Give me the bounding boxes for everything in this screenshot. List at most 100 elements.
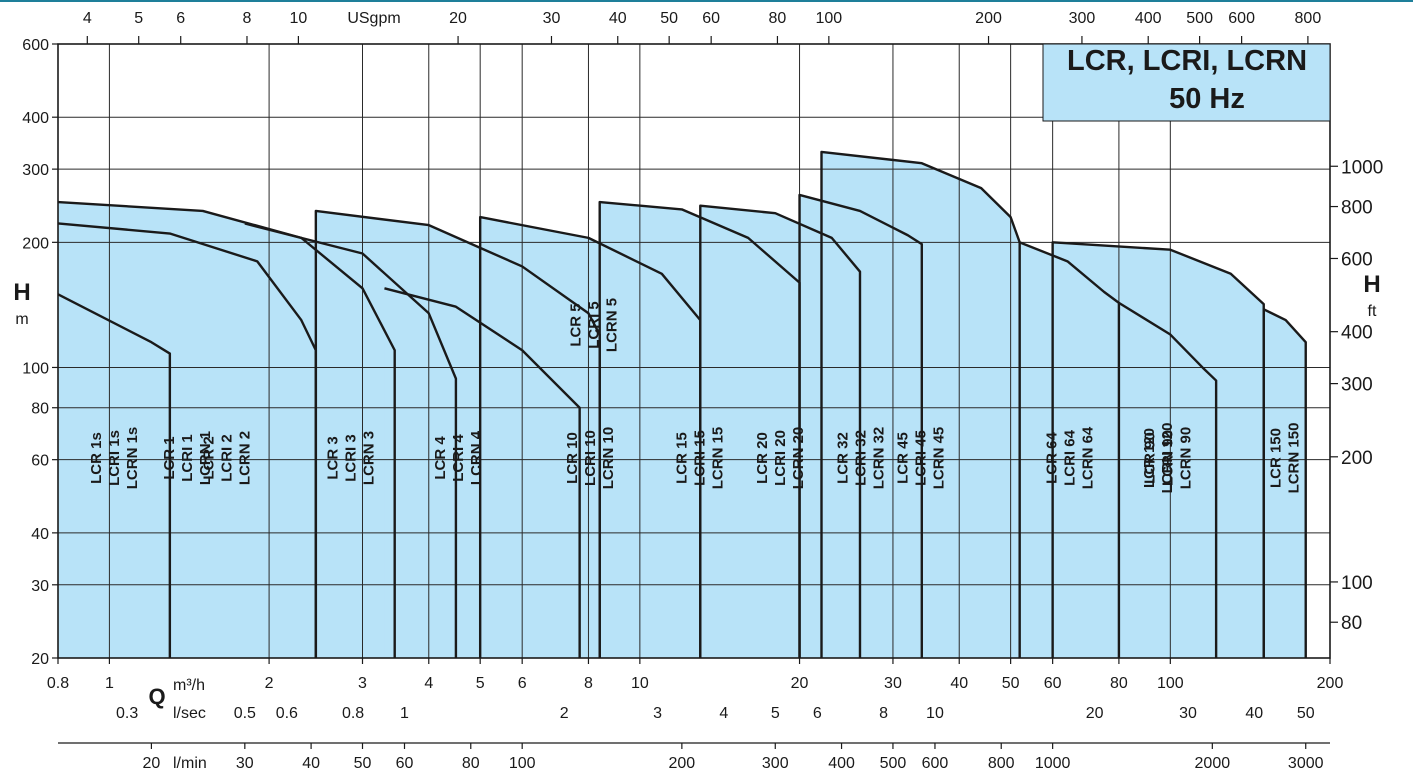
series-curve-10 <box>798 193 923 658</box>
series-curve-9 <box>699 204 862 658</box>
x-lsec-tick-label: 0.8 <box>342 705 364 722</box>
x-lsec-tick-label: 1 <box>400 705 409 722</box>
x-m3h-tick-label: 60 <box>1044 675 1062 692</box>
x-usgpm-tick-label: 10 <box>289 10 307 27</box>
series-7-label-1: LCR 10 <box>564 432 581 484</box>
series-4-label-3: LCRN 3 <box>360 431 377 485</box>
series-curve-13 <box>1118 301 1218 658</box>
series-13-label-3: LCRN 90 <box>1178 427 1195 490</box>
axis-ticks: 600 400 300 200 100 80 60 40 30 20 0.8 1 2 3 4 5 6 8 10 20 3… <box>22 10 1383 769</box>
series-15-label-2: LCRN 150 <box>1286 423 1303 494</box>
series-8-label-2: LCRI 15 <box>692 430 709 486</box>
x-usgpm-tick-label: 300 <box>1069 10 1096 27</box>
series-14-label-1: LCR 120 <box>1141 428 1158 488</box>
series-10-label-1: LCR 32 <box>835 432 852 484</box>
series-4-label-2: LCRI 3 <box>342 434 359 482</box>
x-m3h-tick-label: 200 <box>1317 675 1344 692</box>
x-lmin-tick-label: 300 <box>762 755 789 769</box>
series-2-label-3: LCRN 1 <box>197 431 214 485</box>
y-left-tick-label: 40 <box>31 526 49 543</box>
x-lsec-tick-label: 4 <box>719 705 728 722</box>
x-lmin-tick-label: 800 <box>988 755 1015 769</box>
y-left-tick-label: 300 <box>22 162 49 179</box>
series-2-label-1: LCR 1 <box>161 436 178 479</box>
series-11-label-2: LCRI 45 <box>913 430 930 486</box>
series-10-label-3: LCRN 32 <box>871 427 888 490</box>
x-usgpm-tick-label: 100 <box>815 10 842 27</box>
x-lmin-tick-label: 80 <box>462 755 480 769</box>
series-3-label-1: LCR 2 <box>200 436 217 479</box>
x-lmin-tick-label: 50 <box>354 755 372 769</box>
x-usgpm-tick-label: 40 <box>609 10 627 27</box>
series-5-label-1: LCR 4 <box>432 436 449 480</box>
x-usgpm-tick-label: 400 <box>1135 10 1162 27</box>
series-curve-15 <box>1262 308 1307 658</box>
x-lsec-tick-label: 0.5 <box>234 705 256 722</box>
series-1-label-2: LCRI 1s <box>106 430 123 486</box>
x-lsec-tick-label: 2 <box>560 705 569 722</box>
y-right-tick-label: 800 <box>1341 198 1373 219</box>
y-left-tick-label: 80 <box>31 401 49 418</box>
x-usgpm-tick-label: 60 <box>702 10 720 27</box>
x-m3h-tick-label: 100 <box>1157 675 1184 692</box>
x-lsec-tick-label: 0.6 <box>276 705 298 722</box>
x-m3h-tick-label: 1 <box>105 675 114 692</box>
x-lmin-tick-label: 2000 <box>1195 755 1231 769</box>
x-usgpm-tick-label: 800 <box>1295 10 1322 27</box>
title-background <box>1042 43 1331 122</box>
x-lmin-tick-label: 30 <box>236 755 254 769</box>
y-right-axis-unit: ft <box>1368 303 1377 320</box>
x-m3h-tick-label: 20 <box>791 675 809 692</box>
x-m3h-tick-label: 0.8 <box>47 675 69 692</box>
x-m3h-tick-label: 8 <box>584 675 593 692</box>
x-usgpm-tick-label: 80 <box>769 10 787 27</box>
x-m3h-tick-label: 40 <box>950 675 968 692</box>
series-13-label-1: LCR 90 <box>1142 432 1159 484</box>
y-right-tick-label: 400 <box>1341 323 1373 344</box>
x-m3h-tick-label: 50 <box>1002 675 1020 692</box>
series-6-label-1: LCR 5 <box>568 303 585 346</box>
x-usgpm-tick-label: 20 <box>449 10 467 27</box>
series-9-label-1: LCR 20 <box>754 432 771 484</box>
x-lmin-tick-label: 3000 <box>1288 755 1324 769</box>
series-1-label-3: LCRN 1s <box>124 427 141 490</box>
x-usgpm-tick-label: 30 <box>543 10 561 27</box>
x-usgpm-tick-label: 600 <box>1228 10 1255 27</box>
y-left-tick-label: 200 <box>22 235 49 252</box>
series-9-label-3: LCRN 20 <box>790 427 807 490</box>
x-lmin-tick-label: 600 <box>922 755 949 769</box>
x-m3h-tick-label: 30 <box>884 675 902 692</box>
x-lsec-tick-label: 5 <box>771 705 780 722</box>
x-lsec-tick-label: 40 <box>1245 705 1263 722</box>
series-12-label-2: LCRI 64 <box>1061 429 1078 486</box>
series-area-14 <box>1052 242 1264 658</box>
x-usgpm-tick-label: 500 <box>1186 10 1213 27</box>
x-usgpm-tick-label: 50 <box>660 10 678 27</box>
series-labels: LCR 1s LCRI 1s LCRN 1s LCR 1 LCRI 1 LCRN 1LCR… <box>88 298 1303 494</box>
x-lmin-tick-label: 100 <box>509 755 536 769</box>
x-lsec-tick-label: 3 <box>653 705 662 722</box>
plot-frame <box>57 43 1331 659</box>
series-7-label-3: LCRN 10 <box>600 427 617 490</box>
x-lmin-tick-label: 60 <box>396 755 414 769</box>
x-m3h-tick-label: 80 <box>1110 675 1128 692</box>
series-9-label-2: LCRI 20 <box>772 430 789 486</box>
x-lsec-tick-label: 50 <box>1297 705 1315 722</box>
x-lsec-tick-label: 0.3 <box>116 705 138 722</box>
y-right-tick-label: 600 <box>1341 249 1373 270</box>
y-right-axis-label: H <box>1363 271 1380 298</box>
x-lsec-tick-label: 8 <box>879 705 888 722</box>
x-m3h-tick-label: 6 <box>518 675 527 692</box>
x-m3h-tick-label: 3 <box>358 675 367 692</box>
series-12-label-3: LCRN 64 <box>1079 426 1096 489</box>
y-left-tick-label: 20 <box>31 651 49 668</box>
series-15-label-1: LCR 150 <box>1268 428 1285 488</box>
series-6-label-3: LCRN 5 <box>604 298 621 352</box>
chart-title-line-2: 50 Hz <box>1169 83 1245 115</box>
x-lsec-tick-label: 20 <box>1086 705 1104 722</box>
x-lmin-tick-label: 20 <box>143 755 161 769</box>
y-right-tick-label: 300 <box>1341 375 1373 396</box>
chart-title-line-1: LCR, LCRI, LCRN <box>1067 45 1307 77</box>
series-4-label-1: LCR 3 <box>324 436 341 479</box>
